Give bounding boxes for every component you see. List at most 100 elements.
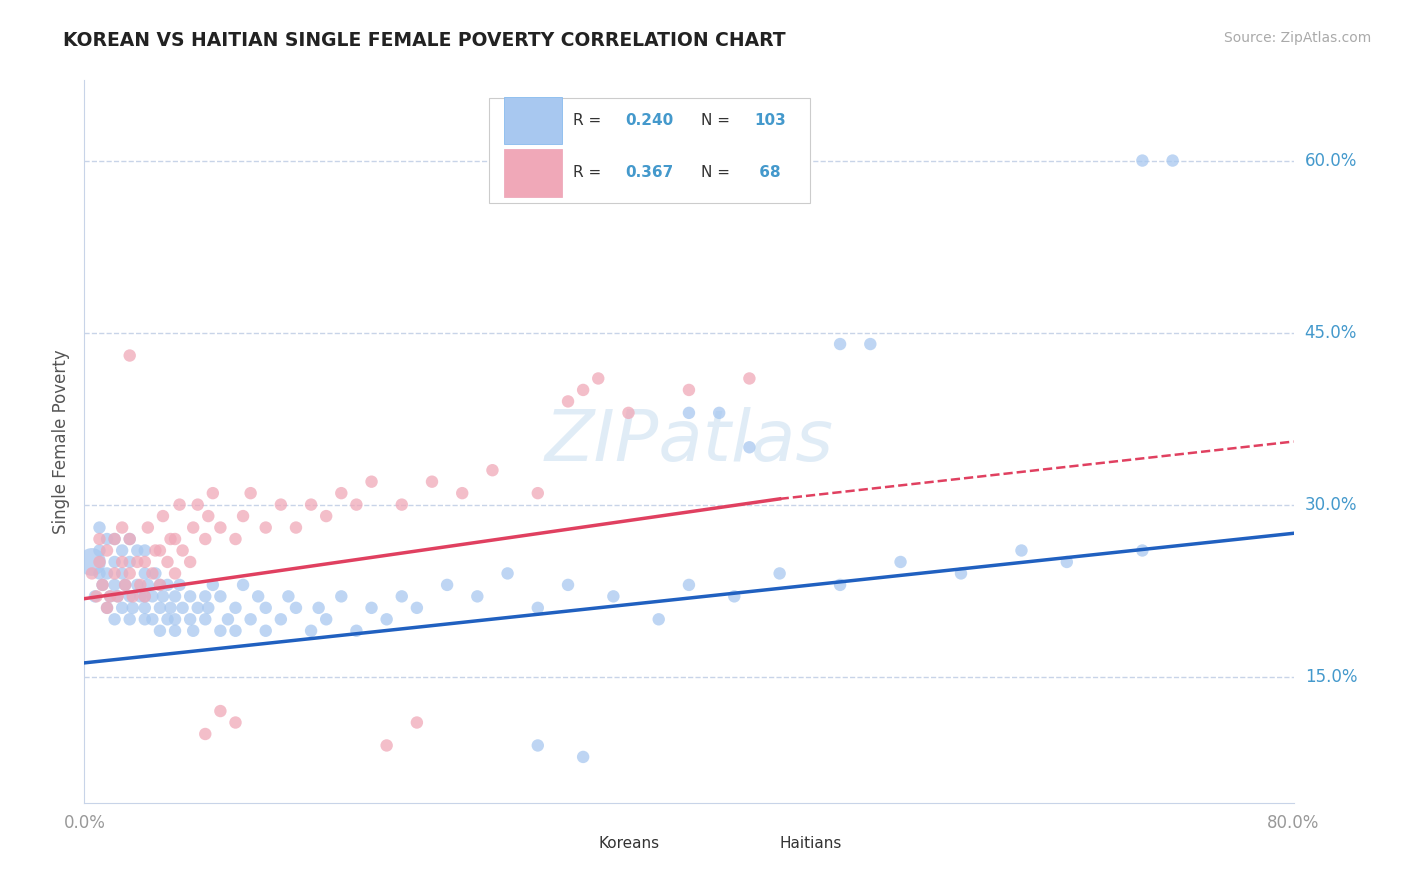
Point [104,532,127,546]
Point [141,612,163,626]
Point [165,566,187,581]
Point [209,590,232,604]
Point [96,600,118,615]
Point [129,578,152,592]
Point [723,590,745,604]
Point [678,383,700,397]
Point [104,578,127,592]
Point [181,624,204,638]
Point [225,715,247,730]
Point [114,578,136,592]
Point [136,578,159,592]
Point [225,624,247,638]
Point [104,566,127,581]
Point [1011,543,1033,558]
Point [179,612,201,626]
Point [127,543,149,558]
Point [375,612,398,626]
Point [134,600,156,615]
Point [118,532,141,546]
Point [277,590,299,604]
Point [84,590,107,604]
Point [181,520,204,534]
Point [254,520,277,534]
Point [239,612,262,626]
Point [270,498,292,512]
Point [1130,153,1153,168]
Point [145,566,167,581]
Text: 45.0%: 45.0% [1305,324,1357,342]
Point [134,612,156,626]
Point [165,590,187,604]
Point [107,590,129,604]
Point [134,543,156,558]
Point [346,498,368,512]
Point [107,590,129,604]
Point [111,566,134,581]
Point [346,624,368,638]
Point [80,555,103,569]
Point [1130,543,1153,558]
Text: 30.0%: 30.0% [1305,496,1357,514]
Point [239,486,262,500]
FancyBboxPatch shape [547,828,592,861]
Point [678,578,700,592]
Point [830,337,852,351]
Point [129,590,152,604]
Point [179,555,201,569]
Point [104,555,127,569]
Point [588,371,610,385]
Text: 0.240: 0.240 [624,113,673,128]
Point [156,555,179,569]
Point [330,590,353,604]
Point [165,624,187,638]
Point [134,590,156,604]
Point [118,555,141,569]
Point [159,600,181,615]
Point [118,590,141,604]
Point [118,566,141,581]
Point [152,509,174,524]
Point [738,440,761,454]
FancyBboxPatch shape [503,149,562,196]
Point [481,463,503,477]
Point [391,498,413,512]
Point [738,371,761,385]
Point [890,555,912,569]
Point [247,590,270,604]
Point [159,532,181,546]
Point [648,612,671,626]
Point [572,383,595,397]
Point [169,498,191,512]
Point [86,590,108,604]
Point [114,578,136,592]
Point [89,566,111,581]
Point [1056,555,1078,569]
Text: R =: R = [572,113,606,128]
Point [98,590,121,604]
Point [165,532,187,546]
Point [197,600,219,615]
Y-axis label: Single Female Poverty: Single Female Poverty [52,350,70,533]
Text: Koreans: Koreans [599,837,659,852]
Point [156,612,179,626]
Point [156,578,179,592]
Point [950,566,973,581]
Point [254,624,277,638]
Point [308,600,330,615]
Point [194,590,217,604]
Point [527,486,550,500]
FancyBboxPatch shape [728,828,773,861]
Point [285,600,308,615]
Point [496,566,519,581]
Point [149,600,172,615]
Text: N =: N = [702,165,735,180]
Point [451,486,474,500]
Point [134,566,156,581]
Point [330,486,353,500]
Point [111,520,134,534]
Point [89,520,111,534]
Point [104,612,127,626]
Point [527,600,550,615]
FancyBboxPatch shape [489,98,810,203]
